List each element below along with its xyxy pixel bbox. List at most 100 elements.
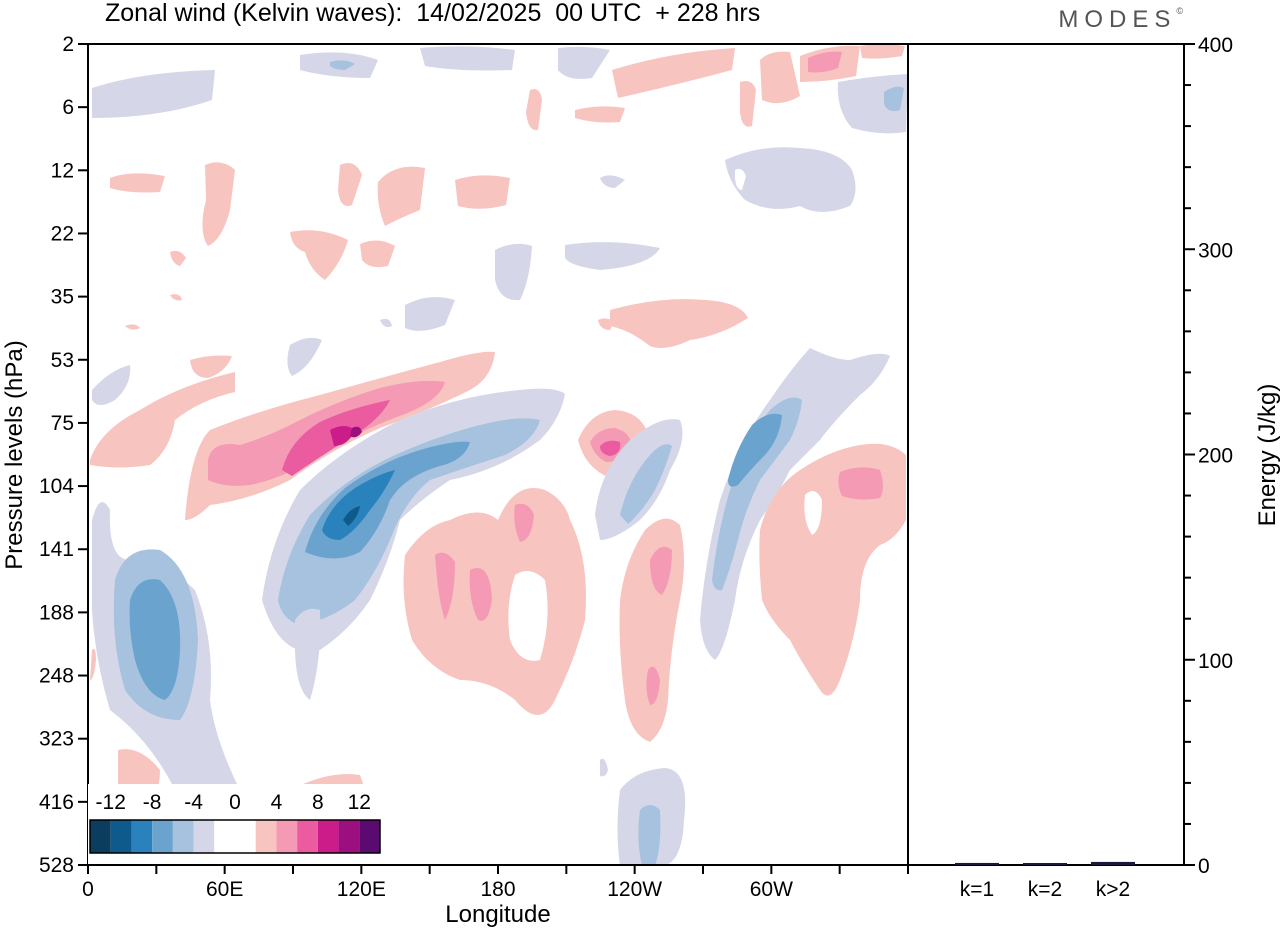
contour-shape xyxy=(405,296,455,331)
x-tick-label: 180 xyxy=(480,878,515,901)
energy-axis-title: Energy (J/kg) xyxy=(1254,384,1280,527)
contour-shape xyxy=(638,805,661,865)
contour-shape xyxy=(760,51,800,104)
contour-shape xyxy=(526,89,542,131)
contour-shape xyxy=(92,365,131,405)
brand-text: MODES xyxy=(1058,6,1177,33)
energy-category-label: k=2 xyxy=(1028,878,1062,901)
colorbar-label: 4 xyxy=(271,791,283,814)
contour-shape xyxy=(735,168,746,190)
contour-shape xyxy=(330,60,355,70)
energy-axis-ticks: 0 100 200 300 400 xyxy=(1184,34,1233,878)
contour-shape xyxy=(295,608,321,700)
contour-shape xyxy=(202,162,235,246)
contour-shape xyxy=(646,666,660,705)
energy-category-label: k=1 xyxy=(960,878,994,901)
chart-title: Zonal wind (Kelvin waves): 14/02/2025 00… xyxy=(105,0,761,27)
y-tick-label: 188 xyxy=(39,601,74,624)
colorbar-label: -12 xyxy=(96,791,126,814)
contour-shape xyxy=(90,372,235,468)
colorbar-swatch xyxy=(90,820,111,853)
energy-tick-label: 300 xyxy=(1198,239,1233,262)
contour-shape xyxy=(290,230,348,280)
colorbar-label: 12 xyxy=(348,791,371,814)
contour-shape xyxy=(514,503,534,542)
energy-bar xyxy=(955,862,999,865)
colorbar-swatch xyxy=(172,820,194,853)
contour-shape xyxy=(619,518,684,742)
energy-tick-label: 100 xyxy=(1198,650,1233,673)
contour-shape xyxy=(495,243,532,301)
x-axis-title: Longitude xyxy=(445,901,550,928)
contour-shape xyxy=(377,166,425,226)
contour-shape xyxy=(610,299,748,348)
positive-block-180 xyxy=(403,488,586,715)
contour-shape xyxy=(110,173,165,193)
contour-shape xyxy=(278,418,540,625)
energy-tick-label: 400 xyxy=(1198,34,1233,57)
contour-shape xyxy=(884,86,904,112)
y-tick-label: 323 xyxy=(39,728,74,751)
upper-stratosphere-streaks xyxy=(92,44,908,134)
x-tick-label: 120E xyxy=(337,878,386,901)
contour-shape xyxy=(350,426,362,438)
y-tick-label: 104 xyxy=(39,475,74,498)
east-pacific-cells xyxy=(578,410,686,865)
lower-troposphere-cells xyxy=(90,502,367,865)
contour-shape xyxy=(508,571,548,661)
contour-shape xyxy=(598,318,614,330)
colorbar-swatch xyxy=(110,820,132,853)
y-tick-label: 6 xyxy=(62,96,74,119)
contour-shape xyxy=(740,81,756,127)
colorbar-label: -4 xyxy=(184,791,203,814)
contour-shape xyxy=(565,242,660,270)
modes-logo: MODES© xyxy=(1058,6,1183,33)
energy-bars: k=1 k=2 k>2 xyxy=(955,861,1135,901)
y-tick-label: 12 xyxy=(51,159,74,182)
colorbar-label: -8 xyxy=(143,791,162,814)
contour-shape xyxy=(759,443,906,696)
contour-shape xyxy=(322,470,395,540)
colorbar-swatch xyxy=(235,820,256,853)
contour-shape xyxy=(469,568,492,621)
x-tick-label: 0 xyxy=(82,878,94,901)
positive-block-east xyxy=(759,443,906,696)
y-tick-label: 416 xyxy=(39,791,74,814)
x-axis-ticks: 0 60E 120E 180 120W 60W xyxy=(82,865,909,901)
y-tick-label: 53 xyxy=(51,349,74,372)
upper-level-patches xyxy=(110,147,856,376)
contour-shape xyxy=(600,758,608,777)
contour-shape xyxy=(92,70,215,118)
contour-shape xyxy=(403,488,586,715)
energy-bar xyxy=(1091,861,1135,865)
x-tick-label: 120W xyxy=(607,878,662,901)
y-tick-label: 141 xyxy=(39,538,74,561)
contour-shape xyxy=(338,162,362,206)
contour-shape xyxy=(650,546,672,595)
contour-shape xyxy=(455,175,510,209)
mid-level-streaks xyxy=(92,294,392,405)
y-tick-label: 528 xyxy=(39,854,74,877)
contour-shape xyxy=(728,413,782,487)
contour-shape xyxy=(725,147,856,212)
contour-shape xyxy=(330,426,355,446)
colorbar-swatch xyxy=(338,820,360,853)
contour-shape xyxy=(612,48,735,98)
colorbar-swatch xyxy=(297,820,318,853)
colorbar-swatch xyxy=(317,820,339,853)
energy-tick-label: 0 xyxy=(1198,855,1210,878)
y-axis-ticks: 2 6 12 22 35 53 75 104 141 188 248 323 416 528 xyxy=(39,33,88,877)
x-tick-label: 60E xyxy=(206,878,243,901)
contour-shape xyxy=(575,106,625,123)
contour-shape xyxy=(420,46,515,71)
contour-shape xyxy=(360,240,395,268)
contour-shape xyxy=(600,175,625,188)
contour-shape xyxy=(558,46,610,79)
contour-shape xyxy=(170,250,186,266)
colorbar-label: 0 xyxy=(229,791,241,814)
contour-shape xyxy=(838,467,883,500)
contour-shape xyxy=(129,579,181,700)
positive-band-75-104 xyxy=(90,351,495,520)
contour-shape xyxy=(712,397,802,591)
